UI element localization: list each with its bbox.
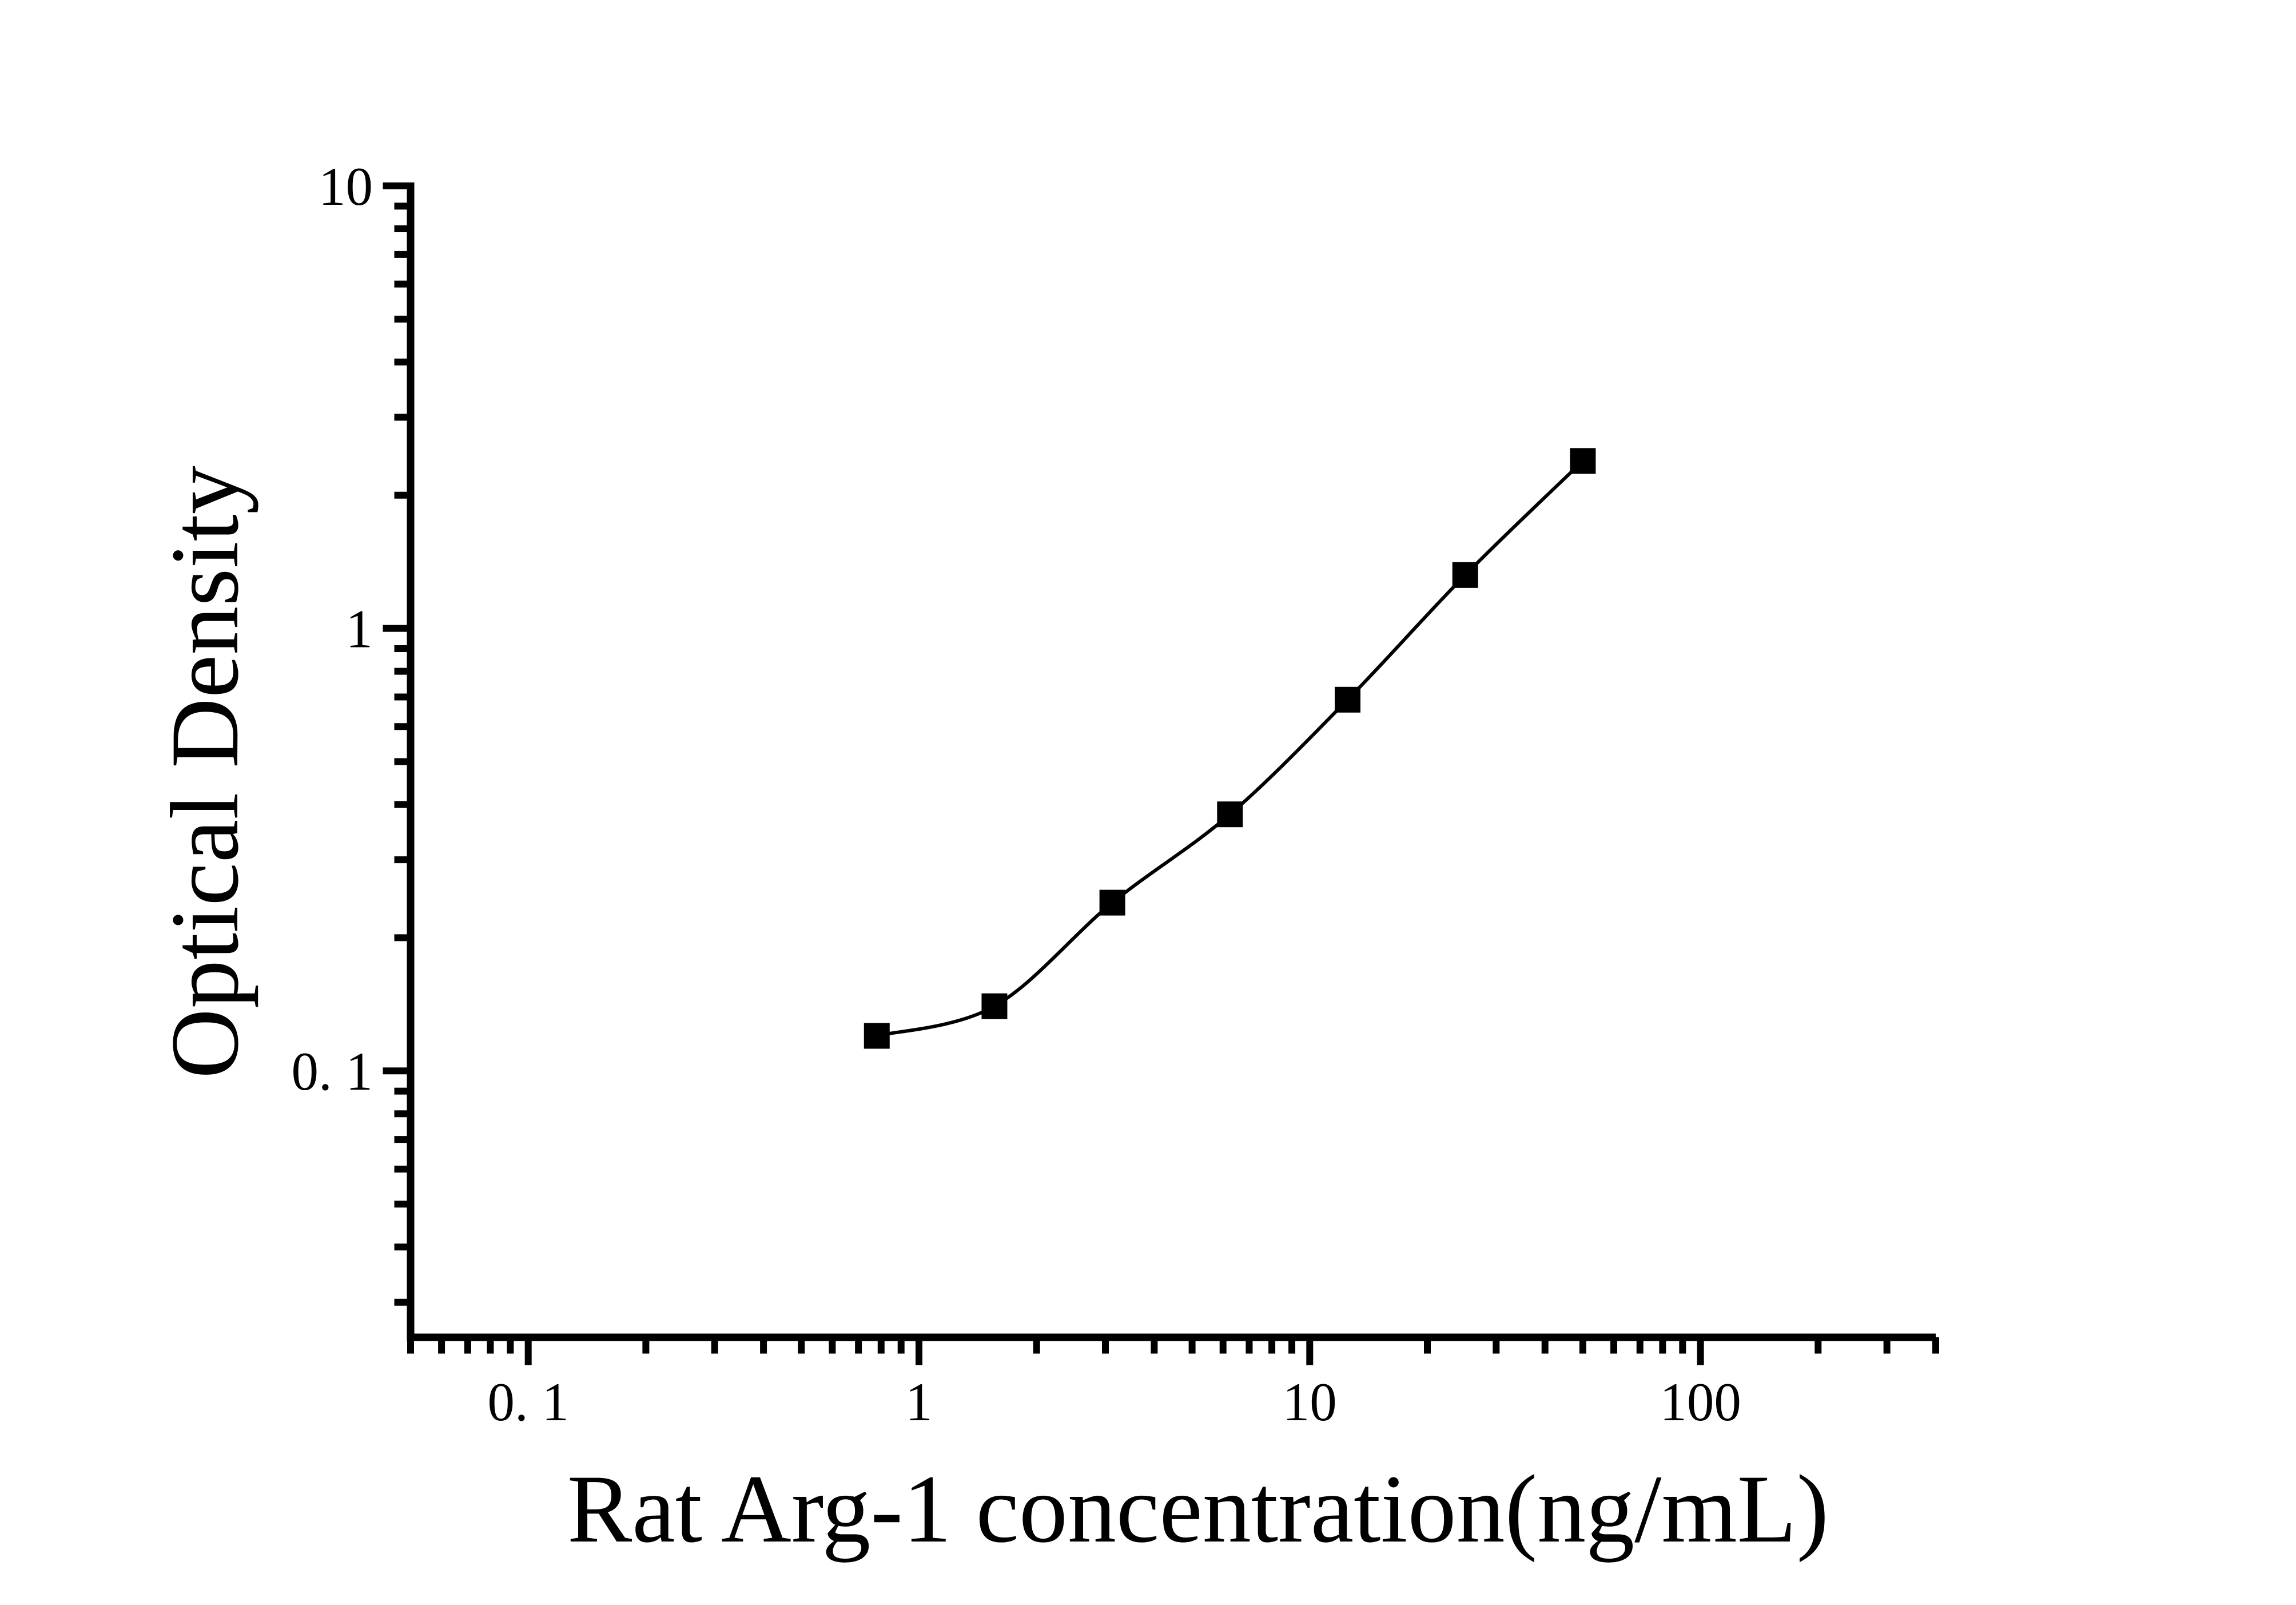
x-tick-label: 0. 1 [487,1372,569,1432]
y-axis-title: Optical Density [151,466,258,1079]
data-point-marker [1570,448,1596,474]
data-point-marker [1217,801,1243,828]
x-axis-title: Rat Arg-1 concentration(ng/mL) [567,1455,1829,1563]
y-tick-label: 10 [319,156,373,217]
x-tick-label: 10 [1283,1372,1337,1432]
data-point-marker [1452,562,1478,588]
data-point-marker [1099,889,1125,916]
axes-layer [383,182,1939,1365]
data-point-marker [981,993,1008,1019]
tick-labels: 0. 1 1 10 100 0. 1 1 10 [292,156,1741,1432]
x-tick-label: 100 [1660,1372,1741,1432]
data-point-marker [864,1023,890,1049]
standard-curve-line [876,459,1584,1038]
data-point-marker [1335,686,1361,713]
y-tick-label: 0. 1 [292,1041,373,1102]
data-point-markers [864,448,1596,1049]
x-tick-label: 1 [905,1372,933,1432]
y-tick-label: 1 [346,599,373,660]
